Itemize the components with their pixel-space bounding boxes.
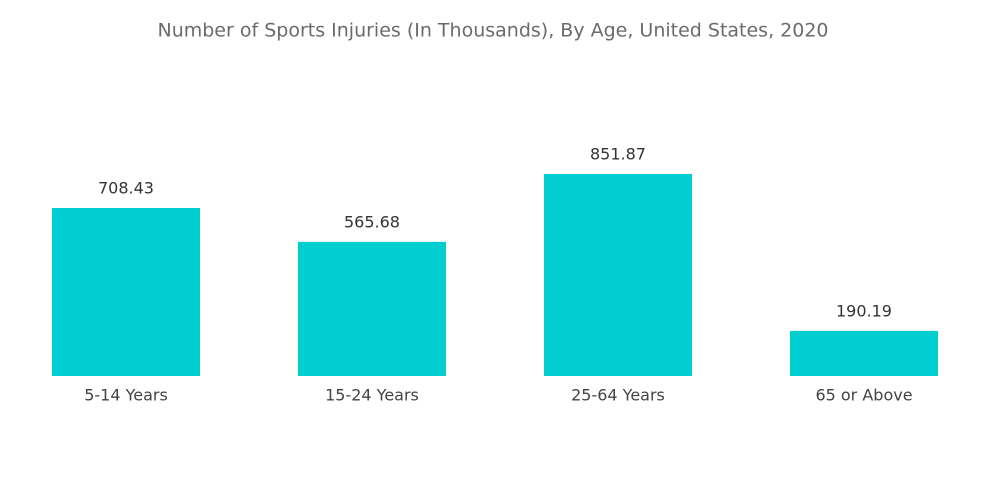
chart-title: Number of Sports Injuries (In Thousands)… — [157, 20, 828, 42]
bar — [790, 330, 938, 376]
bar — [544, 174, 692, 376]
bar — [298, 241, 446, 376]
value-label: 708.43 — [98, 179, 154, 198]
bar — [52, 208, 200, 376]
value-label: 190.19 — [836, 301, 892, 320]
x-tick-label: 15-24 Years — [325, 386, 419, 405]
x-tick-label: 5-14 Years — [84, 386, 168, 405]
value-label: 565.68 — [344, 212, 400, 231]
x-tick-label: 65 or Above — [815, 386, 912, 405]
x-tick-label: 25-64 Years — [571, 386, 665, 405]
value-label: 851.87 — [590, 145, 646, 164]
